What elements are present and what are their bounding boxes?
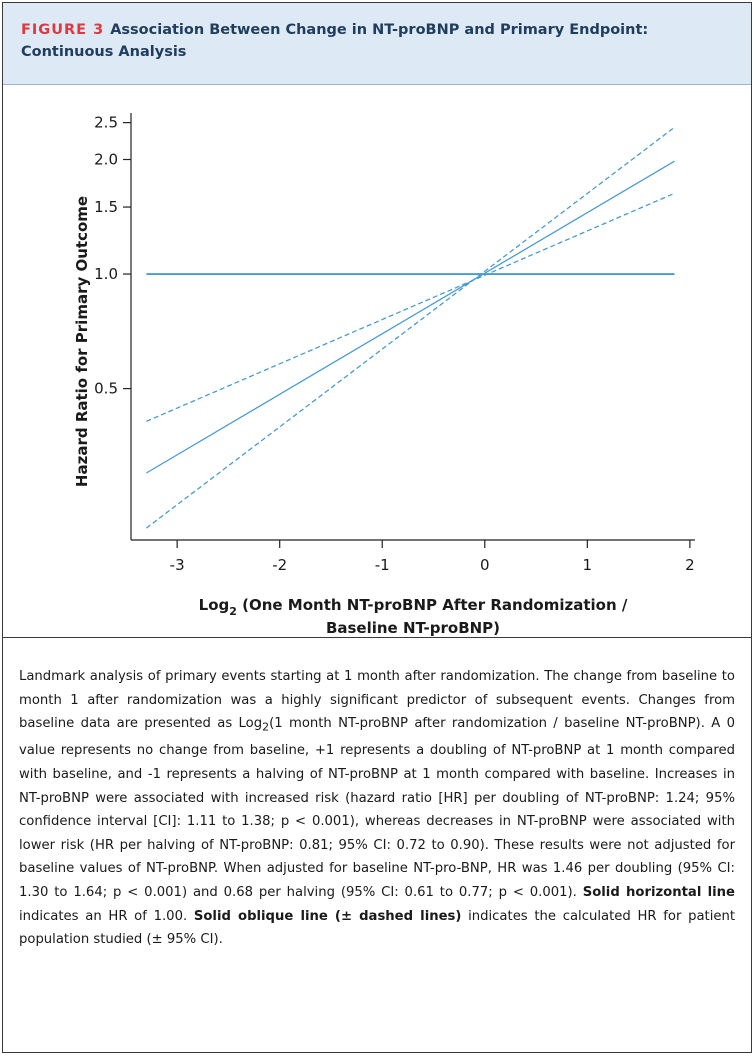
x-axis-label-line1: Log2 (One Month NT-proBNP After Randomiz… [199,596,628,618]
y-tick-label: 2.5 [94,114,118,132]
x-axis-label-subscript: 2 [229,605,237,618]
x-tick-label: 0 [480,556,490,574]
x-axis-label-rest: (One Month NT-proBNP After Randomization… [237,596,628,614]
x-tick-label: 2 [685,556,695,574]
figure-label: FIGURE 3 [21,22,105,38]
figure-header: FIGURE 3 Association Between Change in NT… [3,3,751,85]
caption-bold-horizontal: Solid horizontal line [582,884,735,900]
figure-caption: Landmark analysis of primary events star… [19,665,735,952]
y-axis-label: Hazard Ratio for Primary Outcome [73,196,91,487]
caption-bold-oblique: Solid oblique line (± dashed lines) [193,908,462,924]
series-group [145,126,675,529]
y-tick-label: 1.5 [94,198,118,216]
x-axis-label-line2: Baseline NT-proBNP) [326,619,500,637]
x-axis-label-log: Log [199,596,230,614]
series-line-lower-ci [145,126,675,529]
y-tick-label: 0.5 [94,380,118,398]
y-tick-label: 1.0 [94,265,118,283]
caption-text-1: Landmark analysis of primary events star… [19,669,735,732]
caption-text-3: indicates an HR of 1.00. [19,908,194,924]
x-axis: -3 -2 -1 0 1 2 [131,539,695,574]
caption-text-4: indicates the calculated HR for patient … [19,908,735,948]
chart-area: 0.5 1.0 1.5 2.0 2.5 -3 -2 -1 0 1 2 Hazard Ratio f… [3,85,751,638]
series-line-upper-ci [146,192,675,422]
caption-text-2: (1 month NT-proBNP after randomization /… [19,716,735,900]
x-tick-label: -1 [375,556,390,574]
x-tick-label: -3 [170,556,185,574]
hazard-ratio-chart: 0.5 1.0 1.5 2.0 2.5 -3 -2 -1 0 1 2 Hazard Ratio f… [73,113,695,637]
series-line-estimate [146,160,675,474]
x-tick-label: 1 [583,556,593,574]
y-tick-label: 2.0 [94,151,118,169]
x-tick-label: -2 [272,556,287,574]
y-axis: 0.5 1.0 1.5 2.0 2.5 [94,113,132,540]
caption-subscript: 2 [262,720,270,734]
figure-title: Association Between Change in NT-proBNP … [21,22,649,60]
